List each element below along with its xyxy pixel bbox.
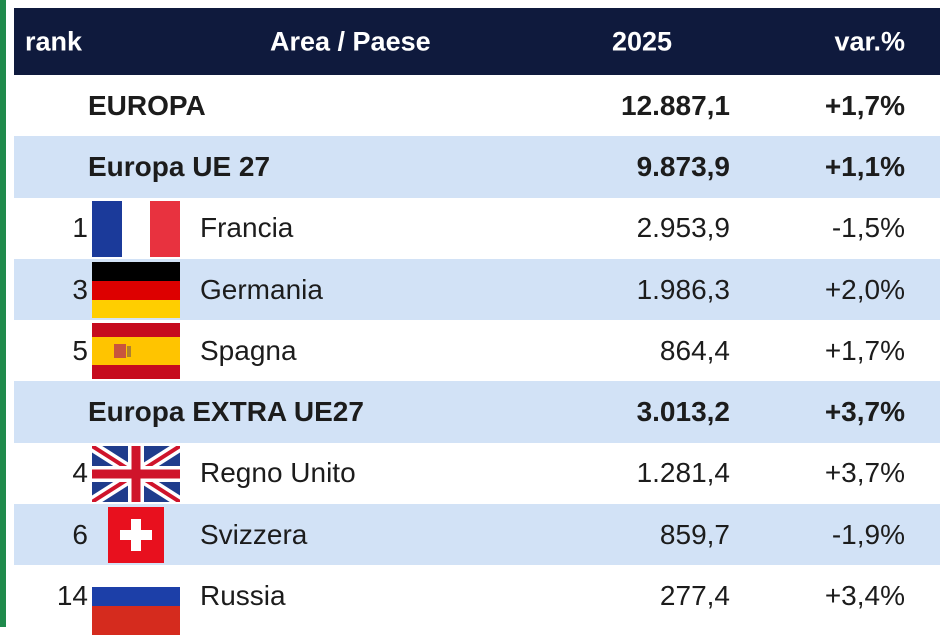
flag-germany — [92, 261, 180, 318]
value: 864,4 — [659, 334, 730, 366]
value: 277,4 — [659, 580, 730, 612]
rank: 5 — [72, 334, 88, 366]
value: 9.873,9 — [636, 150, 730, 182]
area: Francia — [200, 212, 294, 244]
rank: 1 — [72, 212, 88, 244]
row: 4 Regno Unito 1.281,4 +3,7% — [14, 443, 940, 504]
variation: -1,5% — [831, 212, 905, 244]
rank: 3 — [72, 273, 88, 305]
flag-spain — [92, 323, 180, 380]
variation: +3,7% — [824, 457, 905, 489]
header-row: rank Area / Paese 2025 var.% — [14, 8, 940, 75]
area: Europa EXTRA UE27 — [88, 396, 364, 428]
variation: +1,1% — [824, 150, 905, 182]
side-border — [0, 0, 6, 627]
row: 14 Russia 277,4 +3,4% — [14, 565, 940, 635]
variation: +1,7% — [824, 89, 905, 121]
row: Europa EXTRA UE27 3.013,2 +3,7% — [14, 381, 940, 443]
area: Spagna — [200, 334, 297, 366]
header-cell: rank — [25, 26, 83, 56]
rank: 6 — [72, 518, 88, 550]
variation: +3,7% — [824, 396, 905, 428]
row: EUROPA 12.887,1 +1,7% — [14, 75, 940, 136]
area: EUROPA — [88, 89, 206, 121]
row: 3 Germania 1.986,3 +2,0% — [14, 258, 940, 321]
area: Russia — [200, 580, 286, 612]
header-cell: 2025 — [612, 26, 673, 56]
flag-france — [92, 200, 180, 257]
variation: -1,9% — [831, 518, 905, 550]
rank: 14 — [56, 580, 88, 612]
row: Europa UE 27 9.873,9 +1,1% — [14, 136, 940, 198]
area: Svizzera — [200, 518, 308, 550]
area: Germania — [200, 273, 323, 305]
variation: +2,0% — [824, 273, 905, 305]
flag-switzerland — [108, 507, 164, 564]
value: 2.953,9 — [636, 212, 730, 244]
row: 1 Francia 2.953,9 -1,5% — [14, 198, 940, 259]
variation: +3,4% — [824, 580, 905, 612]
value: 12.887,1 — [621, 89, 730, 121]
value: 1.986,3 — [636, 273, 730, 305]
variation: +1,7% — [824, 334, 905, 366]
header-cell: var.% — [834, 26, 905, 56]
table: rank Area / Paese 2025 var.% EUROPA 12.8… — [14, 8, 940, 635]
header-cell: Area / Paese — [270, 26, 431, 56]
row: 6 Svizzera 859,7 -1,9% — [14, 504, 940, 566]
flag-uk — [92, 445, 180, 502]
value: 859,7 — [659, 518, 730, 550]
area: Europa UE 27 — [88, 150, 271, 182]
value: 3.013,2 — [636, 396, 730, 428]
value: 1.281,4 — [636, 457, 730, 489]
row: 5 Spagna 864,4 +1,7% — [14, 320, 940, 381]
area: Regno Unito — [200, 457, 356, 489]
rank: 4 — [72, 457, 88, 489]
